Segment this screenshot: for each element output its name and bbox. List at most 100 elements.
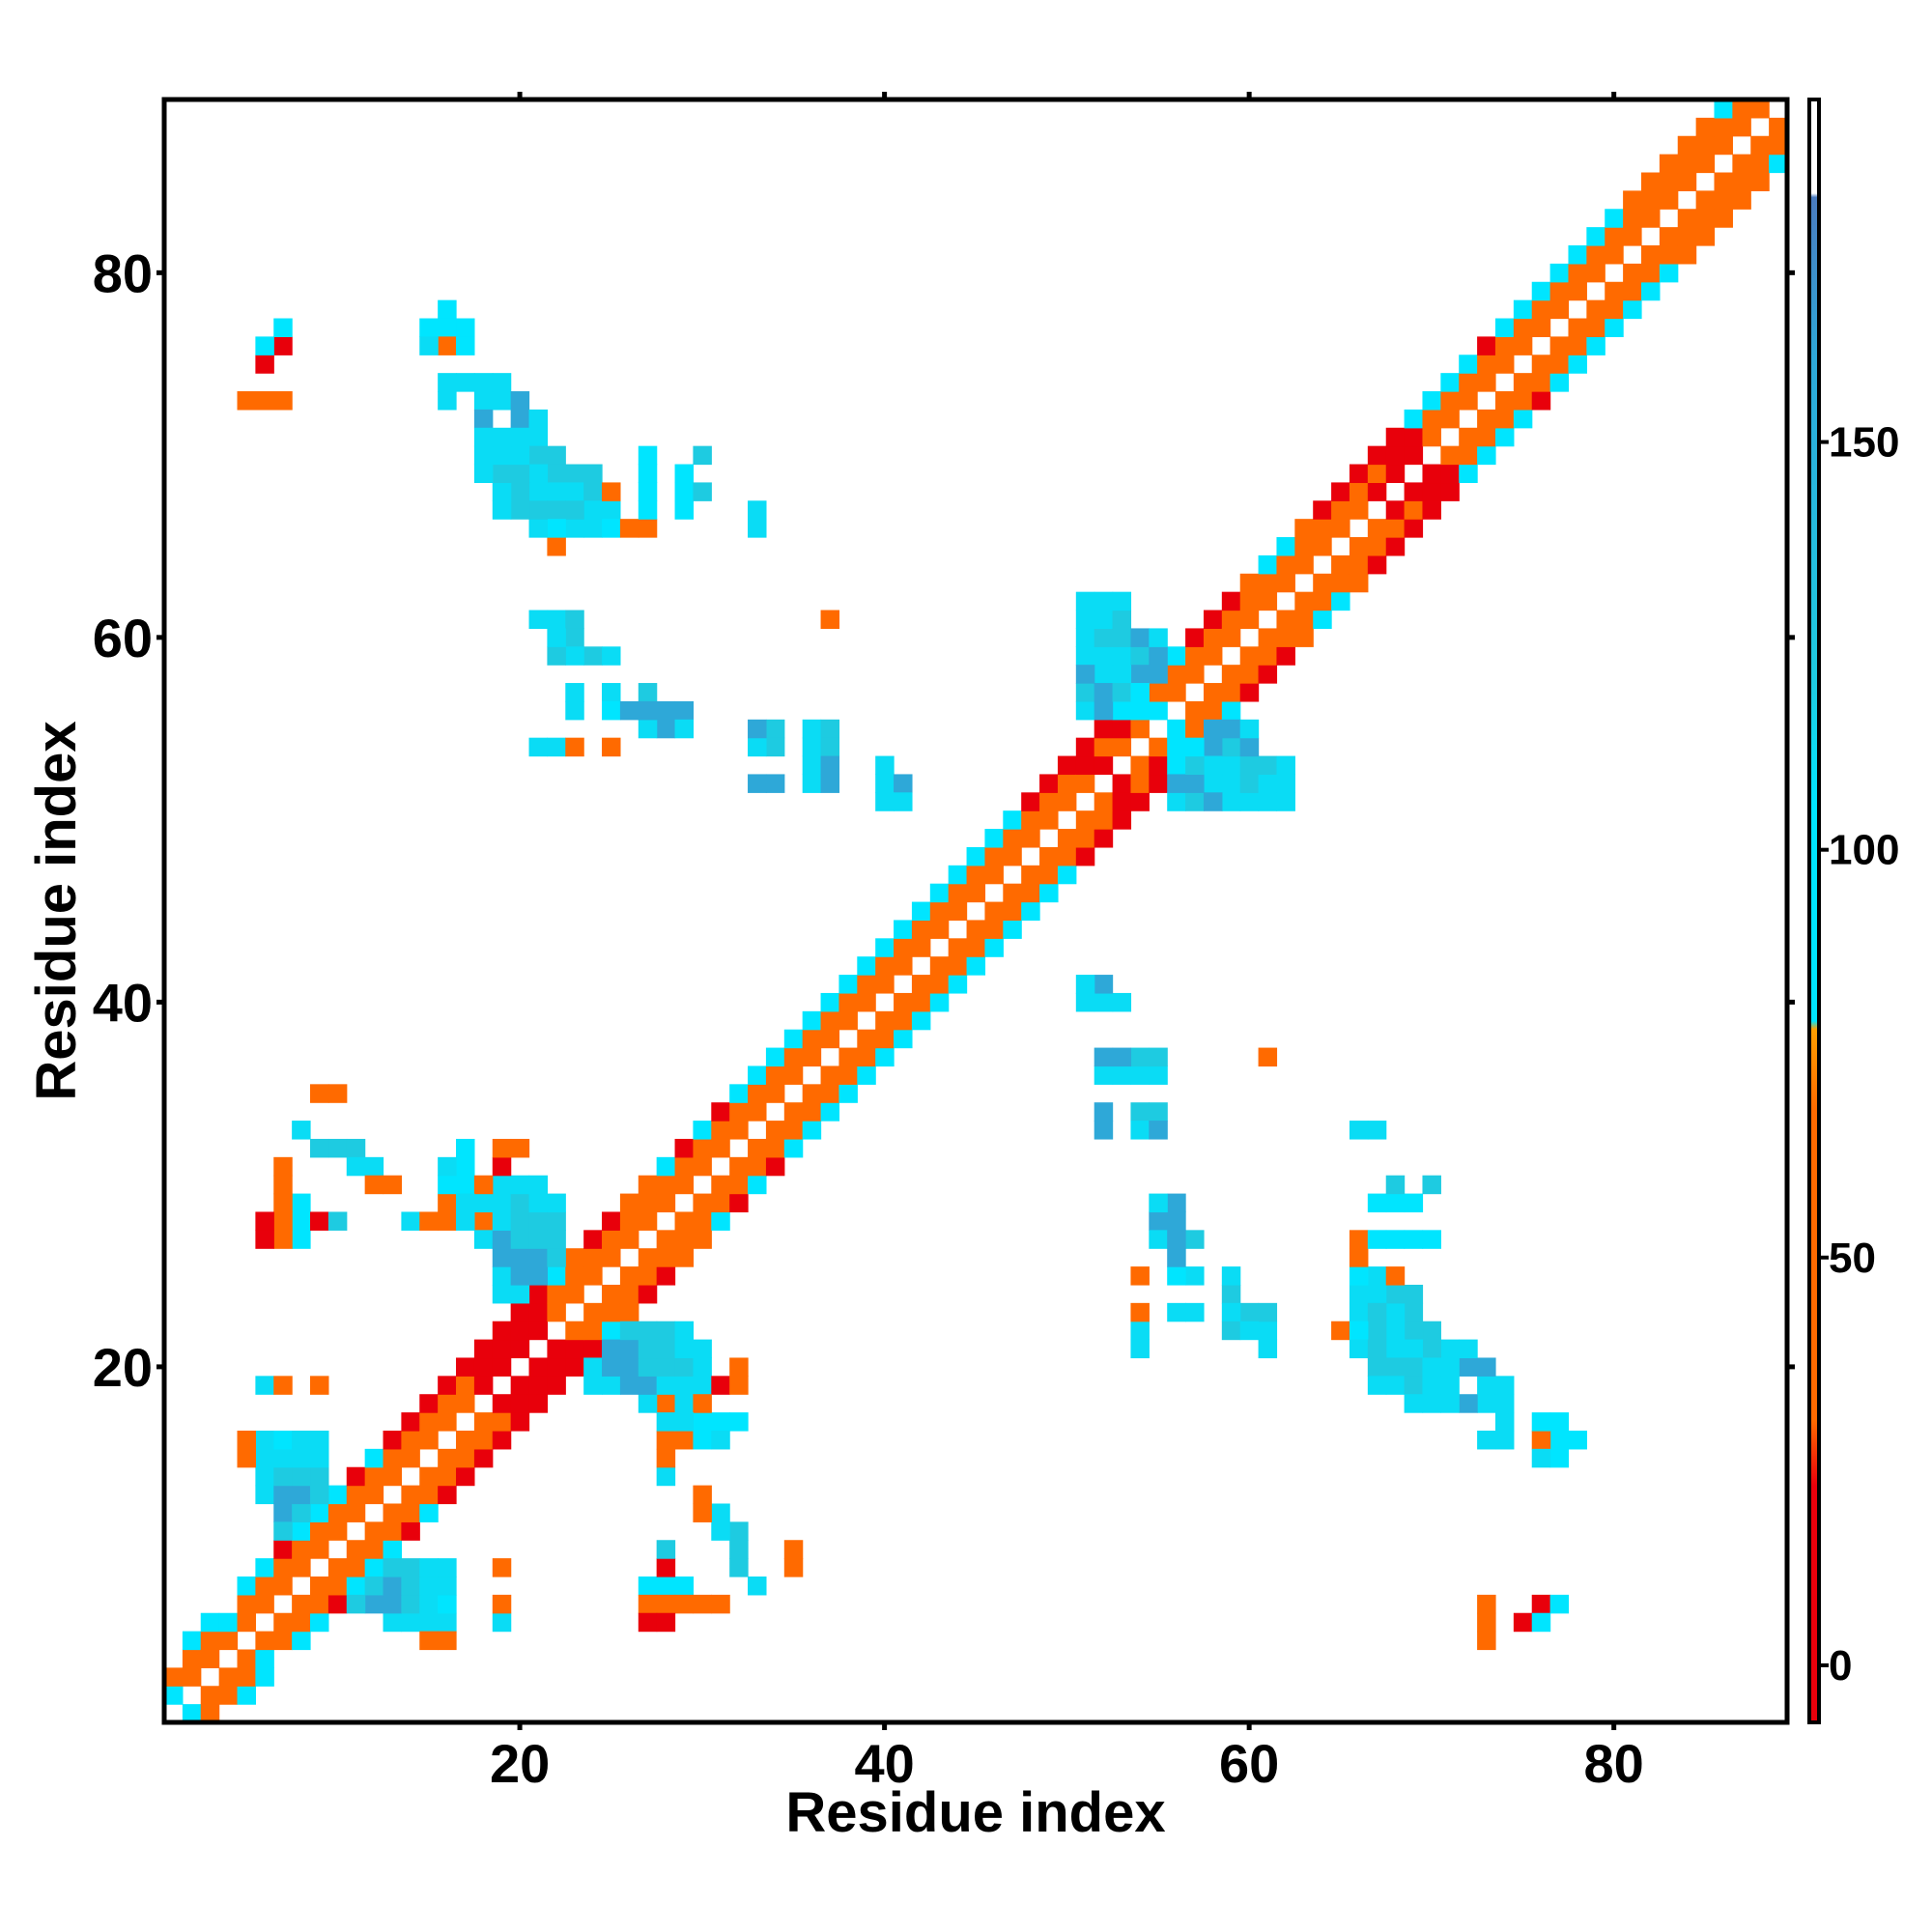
heatmap-cell bbox=[693, 1594, 712, 1614]
heatmap-cell bbox=[1568, 263, 1587, 283]
heatmap-cell bbox=[894, 792, 913, 811]
heatmap-cell bbox=[911, 901, 931, 922]
heatmap-cell bbox=[619, 1321, 639, 1341]
heatmap-cell bbox=[292, 1612, 311, 1633]
heatmap-cell bbox=[510, 427, 530, 447]
heatmap-cell bbox=[674, 1412, 695, 1432]
heatmap-cell bbox=[638, 482, 658, 501]
heatmap-cell bbox=[473, 373, 494, 392]
heatmap-cell bbox=[1094, 665, 1114, 684]
heatmap-cell bbox=[1513, 299, 1533, 320]
heatmap-cell bbox=[1422, 1394, 1441, 1413]
heatmap-cell bbox=[875, 956, 895, 976]
heatmap-cell bbox=[1477, 1631, 1496, 1651]
heatmap-cell bbox=[1404, 1321, 1424, 1341]
heatmap-cell bbox=[656, 1230, 676, 1249]
heatmap-cell bbox=[1185, 1230, 1205, 1249]
heatmap-cell bbox=[273, 391, 293, 411]
heatmap-cell bbox=[929, 956, 950, 976]
heatmap-cell bbox=[1677, 172, 1697, 191]
heatmap-cell bbox=[1313, 610, 1332, 630]
heatmap-cell bbox=[1239, 573, 1260, 593]
heatmap-cell bbox=[346, 1138, 366, 1158]
heatmap-cell bbox=[1640, 190, 1661, 210]
heatmap-cell bbox=[1714, 99, 1733, 119]
heatmap-cell bbox=[1185, 1266, 1205, 1286]
heatmap-cell bbox=[1367, 519, 1387, 538]
heatmap-cell bbox=[1112, 719, 1132, 739]
heatmap-cell bbox=[327, 1521, 348, 1541]
heatmap-cell bbox=[456, 1357, 475, 1377]
heatmap-cell bbox=[820, 755, 840, 776]
heatmap-cell bbox=[729, 1175, 749, 1195]
heatmap-cell bbox=[273, 1558, 293, 1577]
heatmap-cell bbox=[456, 1138, 475, 1158]
x-tick-label: 60 bbox=[1219, 1733, 1279, 1794]
heatmap-cell bbox=[1149, 755, 1168, 776]
heatmap-cell bbox=[1459, 1339, 1478, 1359]
heatmap-cell bbox=[857, 1047, 876, 1067]
heatmap-cell bbox=[1531, 281, 1551, 301]
heatmap-cell bbox=[820, 1065, 840, 1085]
heatmap-cell bbox=[674, 1357, 695, 1377]
colorbar-tick-label: 150 bbox=[1829, 419, 1899, 467]
heatmap-cell bbox=[492, 1230, 512, 1249]
heatmap-cell bbox=[1659, 190, 1679, 210]
heatmap-cell bbox=[273, 1612, 293, 1633]
heatmap-cell bbox=[456, 336, 475, 355]
heatmap-cell bbox=[838, 992, 858, 1012]
heatmap-cell bbox=[401, 1521, 420, 1541]
heatmap-cell bbox=[473, 1175, 494, 1195]
heatmap-cell bbox=[1695, 209, 1716, 228]
heatmap-cell bbox=[1367, 1321, 1387, 1341]
heatmap-cell bbox=[1112, 992, 1132, 1012]
heatmap-cell bbox=[547, 464, 566, 484]
heatmap-cell bbox=[438, 1558, 457, 1577]
heatmap-cell bbox=[456, 1376, 475, 1395]
heatmap-cell bbox=[1349, 1266, 1369, 1286]
heatmap-cell bbox=[1112, 700, 1132, 721]
heatmap-cell bbox=[346, 1466, 366, 1487]
heatmap-cell bbox=[1549, 263, 1570, 283]
heatmap-cell bbox=[602, 683, 621, 702]
heatmap-cell bbox=[1640, 172, 1661, 191]
heatmap-cell bbox=[1422, 1376, 1441, 1395]
heatmap-cell bbox=[1167, 1266, 1186, 1286]
heatmap-cell bbox=[292, 1121, 311, 1140]
heatmap-cell bbox=[1331, 519, 1350, 538]
heatmap-cell bbox=[510, 1412, 530, 1432]
heatmap-cell bbox=[1695, 154, 1716, 174]
heatmap-cell bbox=[346, 1576, 366, 1596]
heatmap-cell bbox=[528, 1284, 549, 1304]
heatmap-cell bbox=[656, 1175, 676, 1195]
heatmap-cell bbox=[346, 1594, 366, 1614]
heatmap-cell bbox=[1112, 665, 1132, 684]
heatmap-cell bbox=[1258, 554, 1278, 575]
heatmap-cell bbox=[1331, 591, 1350, 611]
heatmap-cell bbox=[674, 1430, 695, 1450]
heatmap-cell bbox=[984, 846, 1004, 867]
heatmap-cell bbox=[802, 1029, 822, 1049]
heatmap-cell bbox=[1112, 792, 1132, 811]
heatmap-cell bbox=[1769, 135, 1788, 156]
heatmap-cell bbox=[1203, 683, 1223, 702]
heatmap-cell bbox=[528, 1376, 549, 1395]
heatmap-cell bbox=[820, 1010, 840, 1031]
heatmap-cell bbox=[492, 1156, 512, 1177]
heatmap-cell bbox=[310, 1594, 329, 1614]
heatmap-cell bbox=[383, 1448, 402, 1468]
heatmap-cell bbox=[1367, 537, 1387, 556]
heatmap-cell bbox=[1422, 500, 1441, 520]
heatmap-cell bbox=[1221, 610, 1241, 630]
heatmap-cell bbox=[1586, 318, 1605, 337]
heatmap-cell bbox=[602, 737, 621, 757]
heatmap-cell bbox=[565, 700, 584, 721]
heatmap-cell bbox=[565, 1248, 584, 1267]
heatmap-cell bbox=[273, 1211, 293, 1231]
heatmap-cell bbox=[602, 1248, 621, 1267]
heatmap-cell bbox=[674, 719, 695, 739]
heatmap-cell bbox=[857, 975, 876, 994]
heatmap-cell bbox=[1385, 500, 1406, 520]
heatmap-cell bbox=[473, 1230, 494, 1249]
heatmap-cell bbox=[1130, 646, 1150, 666]
